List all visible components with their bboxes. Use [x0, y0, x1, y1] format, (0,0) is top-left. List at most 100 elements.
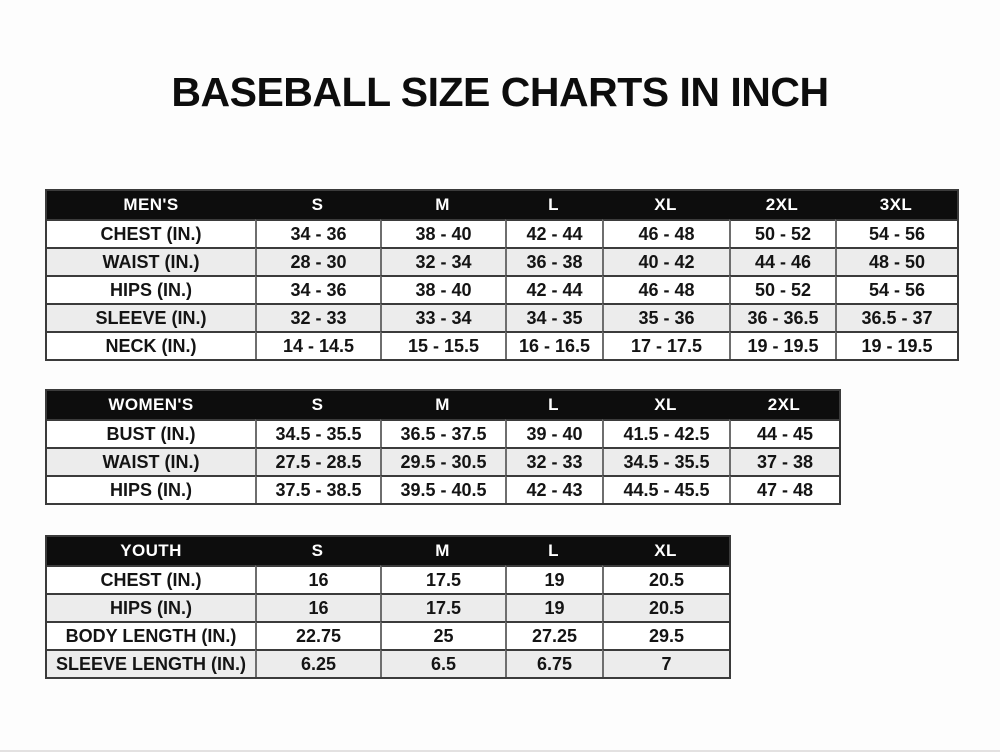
- size-column-header: XL: [602, 191, 729, 219]
- size-value-cell: 19: [505, 593, 602, 621]
- mens-header-row: MEN'S S M L XL 2XL 3XL: [47, 191, 957, 219]
- measurement-label-cell: CHEST (IN.): [47, 219, 255, 247]
- measurement-row: SLEEVE LENGTH (IN.) 6.25 6.5 6.75 7: [47, 649, 729, 677]
- size-value-cell: 34 - 35: [505, 303, 602, 331]
- size-value-cell: 16: [255, 593, 380, 621]
- measurement-row: HIPS (IN.) 34 - 36 38 - 40 42 - 44 46 - 48 50…: [47, 275, 957, 303]
- size-value-cell: 46 - 48: [602, 275, 729, 303]
- size-column-header: M: [380, 191, 505, 219]
- measurement-label-cell: NECK (IN.): [47, 331, 255, 359]
- measurement-row: HIPS (IN.) 16 17.5 19 20.5: [47, 593, 729, 621]
- size-value-cell: 6.25: [255, 649, 380, 677]
- size-value-cell: 38 - 40: [380, 219, 505, 247]
- size-value-cell: 20.5: [602, 565, 729, 593]
- size-value-cell: 39.5 - 40.5: [380, 475, 505, 503]
- size-value-cell: 34 - 36: [255, 219, 380, 247]
- youth-header-row: YOUTH S M L XL: [47, 537, 729, 565]
- size-value-cell: 40 - 42: [602, 247, 729, 275]
- size-value-cell: 48 - 50: [835, 247, 957, 275]
- size-value-cell: 37 - 38: [729, 447, 839, 475]
- measurement-label-cell: SLEEVE LENGTH (IN.): [47, 649, 255, 677]
- size-column-header: S: [255, 191, 380, 219]
- measurement-row: BUST (IN.) 34.5 - 35.5 36.5 - 37.5 39 - 40 4…: [47, 419, 839, 447]
- size-value-cell: 29.5 - 30.5: [380, 447, 505, 475]
- size-value-cell: 54 - 56: [835, 219, 957, 247]
- size-value-cell: 15 - 15.5: [380, 331, 505, 359]
- size-value-cell: 44 - 46: [729, 247, 835, 275]
- size-value-cell: 27.25: [505, 621, 602, 649]
- measurement-label-cell: WAIST (IN.): [47, 247, 255, 275]
- size-column-header: M: [380, 391, 505, 419]
- size-value-cell: 41.5 - 42.5: [602, 419, 729, 447]
- size-value-cell: 20.5: [602, 593, 729, 621]
- size-value-cell: 32 - 33: [505, 447, 602, 475]
- measurement-label-cell: WAIST (IN.): [47, 447, 255, 475]
- measurement-label-cell: BUST (IN.): [47, 419, 255, 447]
- measurement-row: HIPS (IN.) 37.5 - 38.5 39.5 - 40.5 42 - 43 4…: [47, 475, 839, 503]
- size-value-cell: 35 - 36: [602, 303, 729, 331]
- size-column-header: M: [380, 537, 505, 565]
- measurement-row: WAIST (IN.) 27.5 - 28.5 29.5 - 30.5 32 - 33…: [47, 447, 839, 475]
- size-value-cell: 16: [255, 565, 380, 593]
- measurement-label-cell: HIPS (IN.): [47, 475, 255, 503]
- size-column-header: L: [505, 191, 602, 219]
- size-column-header: S: [255, 537, 380, 565]
- measurement-label-cell: HIPS (IN.): [47, 275, 255, 303]
- size-value-cell: 17 - 17.5: [602, 331, 729, 359]
- size-column-header: L: [505, 391, 602, 419]
- size-column-header: L: [505, 537, 602, 565]
- size-value-cell: 32 - 33: [255, 303, 380, 331]
- womens-group-header: WOMEN'S: [47, 391, 255, 419]
- size-value-cell: 33 - 34: [380, 303, 505, 331]
- size-value-cell: 36.5 - 37: [835, 303, 957, 331]
- measurement-label-cell: CHEST (IN.): [47, 565, 255, 593]
- measurement-row: CHEST (IN.) 34 - 36 38 - 40 42 - 44 46 - 48 5…: [47, 219, 957, 247]
- size-value-cell: 6.5: [380, 649, 505, 677]
- youth-group-header: YOUTH: [47, 537, 255, 565]
- size-value-cell: 34 - 36: [255, 275, 380, 303]
- mens-group-header: MEN'S: [47, 191, 255, 219]
- size-column-header: 3XL: [835, 191, 957, 219]
- size-value-cell: 36.5 - 37.5: [380, 419, 505, 447]
- size-value-cell: 44 - 45: [729, 419, 839, 447]
- size-value-cell: 47 - 48: [729, 475, 839, 503]
- womens-size-chart-table: WOMEN'S S M L XL 2XL BUST (IN.) 34.5 - 35.5 36.5…: [45, 389, 841, 505]
- measurement-row: WAIST (IN.) 28 - 30 32 - 34 36 - 38 40 - 42 4…: [47, 247, 957, 275]
- size-value-cell: 17.5: [380, 565, 505, 593]
- size-value-cell: 29.5: [602, 621, 729, 649]
- page-title: BASEBALL SIZE CHARTS IN INCH: [171, 69, 829, 115]
- size-column-header: 2XL: [729, 391, 839, 419]
- measurement-label-cell: SLEEVE (IN.): [47, 303, 255, 331]
- size-value-cell: 7: [602, 649, 729, 677]
- mens-size-chart-table: MEN'S S M L XL 2XL 3XL CHEST (IN.) 34 - 36 38 - 4…: [45, 189, 959, 361]
- size-value-cell: 28 - 30: [255, 247, 380, 275]
- size-value-cell: 34.5 - 35.5: [255, 419, 380, 447]
- size-value-cell: 50 - 52: [729, 275, 835, 303]
- measurement-row: NECK (IN.) 14 - 14.5 15 - 15.5 16 - 16.5 17 …: [47, 331, 957, 359]
- size-value-cell: 42 - 44: [505, 219, 602, 247]
- size-value-cell: 50 - 52: [729, 219, 835, 247]
- size-value-cell: 19 - 19.5: [729, 331, 835, 359]
- size-value-cell: 25: [380, 621, 505, 649]
- size-column-header: 2XL: [729, 191, 835, 219]
- size-tables-container: MEN'S S M L XL 2XL 3XL CHEST (IN.) 34 - 36 38 - 4…: [0, 189, 1000, 679]
- size-value-cell: 22.75: [255, 621, 380, 649]
- size-column-header: XL: [602, 391, 729, 419]
- measurement-row: SLEEVE (IN.) 32 - 33 33 - 34 34 - 35 35 - 36…: [47, 303, 957, 331]
- size-value-cell: 54 - 56: [835, 275, 957, 303]
- size-value-cell: 42 - 44: [505, 275, 602, 303]
- measurement-row: CHEST (IN.) 16 17.5 19 20.5: [47, 565, 729, 593]
- measurement-row: BODY LENGTH (IN.) 22.75 25 27.25 29.5: [47, 621, 729, 649]
- womens-header-row: WOMEN'S S M L XL 2XL: [47, 391, 839, 419]
- size-value-cell: 27.5 - 28.5: [255, 447, 380, 475]
- size-column-header: XL: [602, 537, 729, 565]
- size-value-cell: 37.5 - 38.5: [255, 475, 380, 503]
- size-value-cell: 36 - 38: [505, 247, 602, 275]
- size-value-cell: 19: [505, 565, 602, 593]
- size-value-cell: 17.5: [380, 593, 505, 621]
- size-value-cell: 14 - 14.5: [255, 331, 380, 359]
- size-value-cell: 46 - 48: [602, 219, 729, 247]
- measurement-label-cell: BODY LENGTH (IN.): [47, 621, 255, 649]
- youth-size-chart-table: YOUTH S M L XL CHEST (IN.) 16 17.5 19 20.5 HIPS (I…: [45, 535, 731, 679]
